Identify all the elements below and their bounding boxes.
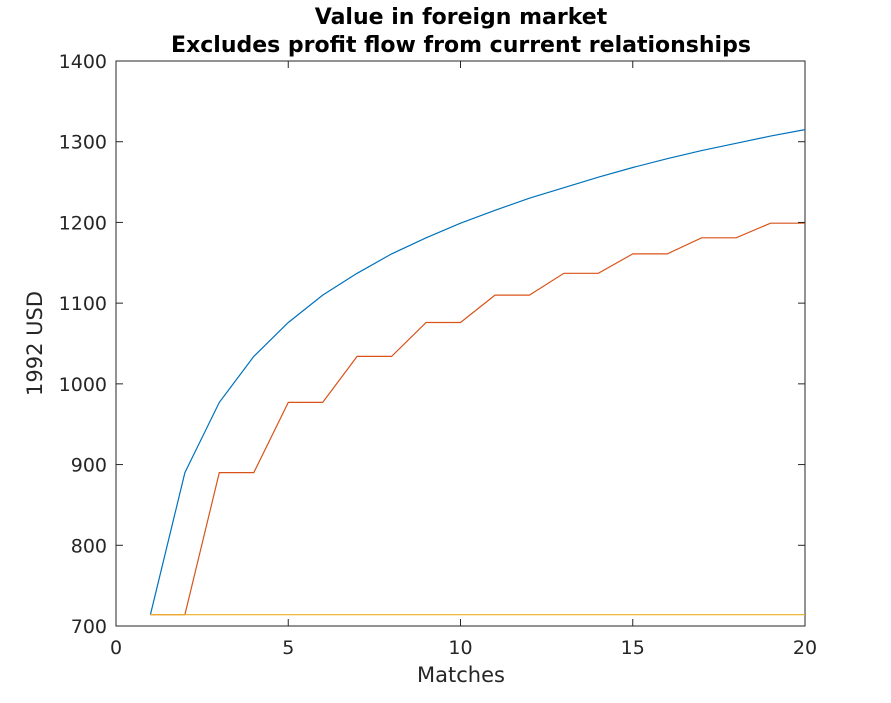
y-tick-label: 1000	[59, 374, 107, 396]
y-tick-label: 1400	[59, 51, 107, 73]
series-line-1	[149, 129, 806, 615]
y-tick-label: 1300	[59, 132, 107, 154]
y-axis-label: 1992 USD	[23, 291, 47, 396]
x-axis-label: Matches	[417, 663, 505, 687]
y-tick-label: 800	[71, 535, 107, 557]
chart-title: Value in foreign market	[315, 5, 608, 30]
x-tick-label: 15	[621, 637, 645, 659]
x-tick-label: 5	[282, 637, 294, 659]
y-tick-label: 700	[71, 616, 107, 638]
series-line-2	[150, 222, 805, 616]
chart-subtitle: Excludes profit flow from current relati…	[171, 33, 751, 58]
ticks-layer: 0 5 10 15 20 700 800 900 1000 1100 1200 1300 1400	[59, 51, 817, 659]
x-tick-label: 10	[448, 637, 472, 659]
y-tick-label: 1200	[59, 212, 107, 234]
series-layer	[149, 129, 806, 616]
x-tick-label: 20	[793, 637, 817, 659]
y-tick-label: 1100	[59, 293, 107, 315]
x-tick-label: 0	[110, 637, 122, 659]
plot-area	[115, 60, 806, 627]
y-tick-label: 900	[71, 455, 107, 477]
